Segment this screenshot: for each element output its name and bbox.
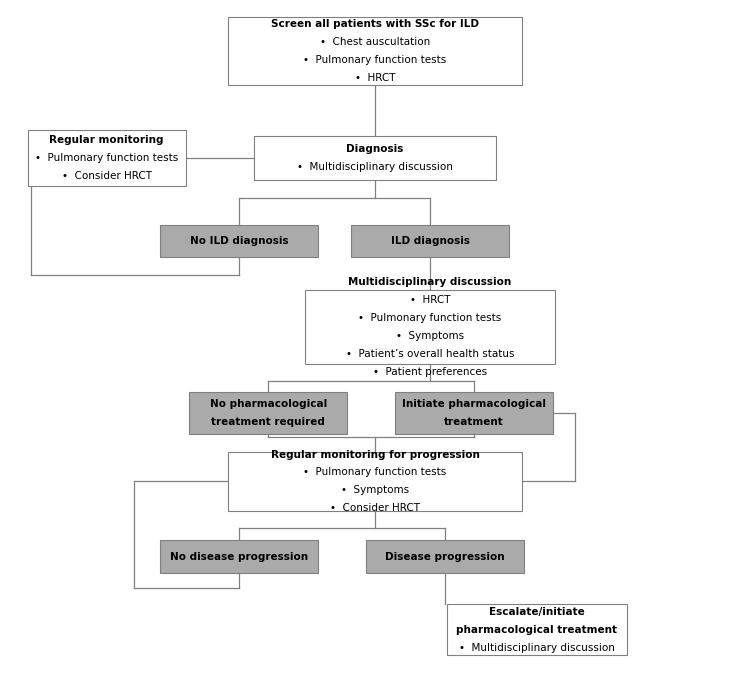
Text: Diagnosis: Diagnosis — [346, 144, 404, 154]
Text: Multidisciplinary discussion: Multidisciplinary discussion — [349, 277, 512, 287]
Text: •  Consider HRCT: • Consider HRCT — [330, 503, 420, 513]
Text: •  Pulmonary function tests: • Pulmonary function tests — [358, 313, 502, 323]
Text: •  Chest auscultation: • Chest auscultation — [320, 37, 430, 47]
FancyBboxPatch shape — [366, 540, 524, 573]
FancyBboxPatch shape — [305, 290, 555, 364]
Text: •  Pulmonary function tests: • Pulmonary function tests — [35, 153, 178, 163]
FancyBboxPatch shape — [447, 605, 627, 655]
Text: •  Patient preferences: • Patient preferences — [373, 367, 488, 377]
Text: •  Pulmonary function tests: • Pulmonary function tests — [303, 467, 447, 477]
FancyBboxPatch shape — [228, 452, 522, 511]
Text: •  Multidisciplinary discussion: • Multidisciplinary discussion — [297, 162, 453, 172]
Text: •  Multidisciplinary discussion: • Multidisciplinary discussion — [459, 643, 615, 653]
Text: •  HRCT: • HRCT — [410, 296, 450, 305]
Text: treatment: treatment — [444, 417, 504, 427]
FancyBboxPatch shape — [351, 225, 509, 258]
Text: treatment required: treatment required — [211, 417, 326, 427]
Text: •  Symptoms: • Symptoms — [396, 331, 464, 341]
FancyBboxPatch shape — [160, 225, 318, 258]
Text: No ILD diagnosis: No ILD diagnosis — [190, 236, 288, 246]
Text: Initiate pharmacological: Initiate pharmacological — [402, 399, 546, 410]
Text: Screen all patients with SSc for ILD: Screen all patients with SSc for ILD — [271, 20, 479, 29]
Text: No disease progression: No disease progression — [170, 552, 308, 561]
Text: •  Consider HRCT: • Consider HRCT — [62, 171, 152, 181]
FancyBboxPatch shape — [160, 540, 318, 573]
FancyBboxPatch shape — [28, 130, 186, 186]
Text: Escalate/initiate: Escalate/initiate — [489, 607, 584, 617]
FancyBboxPatch shape — [254, 136, 496, 180]
Text: •  Pulmonary function tests: • Pulmonary function tests — [303, 55, 447, 65]
FancyBboxPatch shape — [395, 393, 554, 434]
Text: •  HRCT: • HRCT — [355, 73, 395, 83]
Text: •  Patient’s overall health status: • Patient’s overall health status — [346, 349, 514, 359]
FancyBboxPatch shape — [228, 17, 522, 85]
Text: Disease progression: Disease progression — [385, 552, 505, 561]
Text: Regular monitoring: Regular monitoring — [50, 135, 164, 145]
Text: No pharmacological: No pharmacological — [210, 399, 327, 410]
Text: Regular monitoring for progression: Regular monitoring for progression — [271, 450, 479, 460]
Text: pharmacological treatment: pharmacological treatment — [456, 624, 617, 635]
Text: •  Symptoms: • Symptoms — [341, 485, 409, 496]
FancyBboxPatch shape — [190, 393, 347, 434]
Text: ILD diagnosis: ILD diagnosis — [391, 236, 470, 246]
